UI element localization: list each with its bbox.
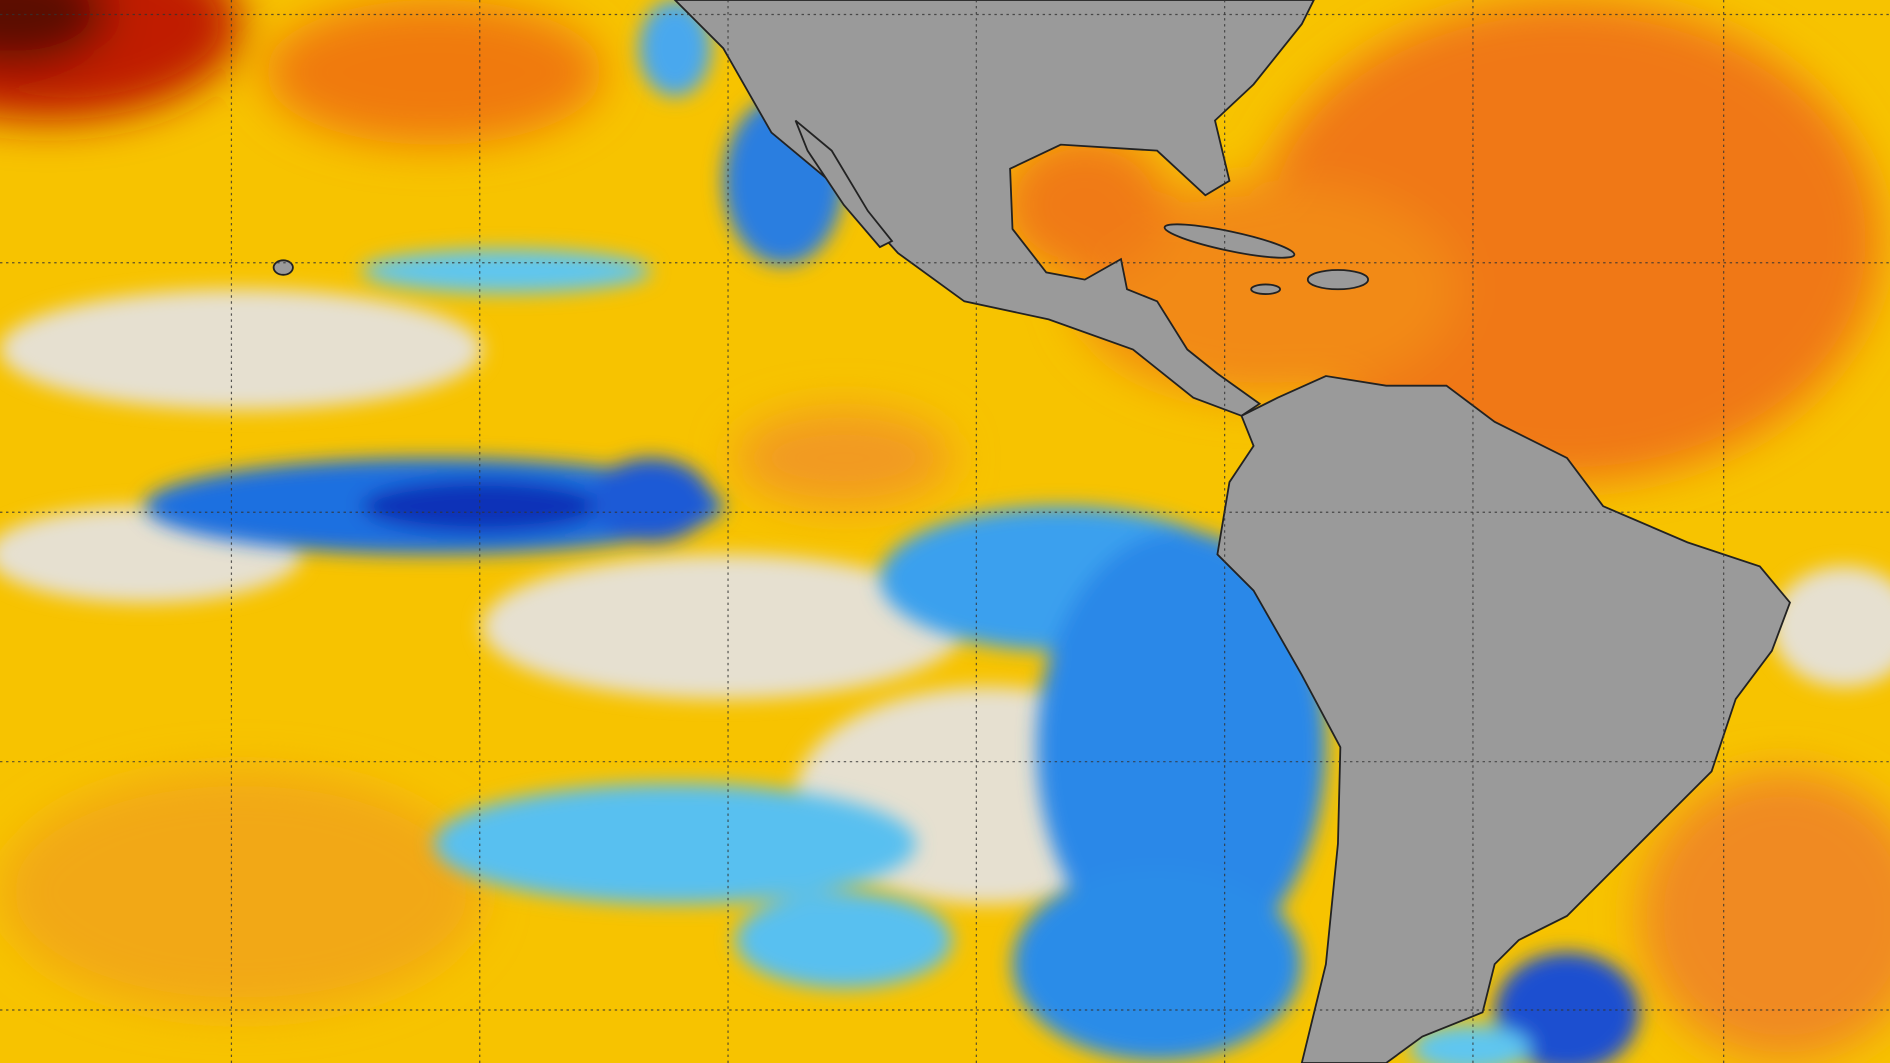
warm-patch [0,771,483,1013]
cool-patch [1012,867,1302,1061]
neutral-patch [482,554,965,700]
north-america [673,0,1315,417]
warm-patch [265,0,603,145]
cool-patch [638,0,712,97]
cool-patch [361,249,651,293]
hawaii [272,259,294,276]
neutral-patch [1771,566,1890,687]
cool-patch [735,891,953,989]
cool-patch [590,457,712,543]
cool-patch [1494,952,1640,1063]
south-america [1216,375,1791,1063]
cool-patch [1410,1024,1531,1063]
neutral-patch [0,289,483,410]
jamaica [1250,283,1281,295]
cuba [1163,223,1296,259]
warm-patch [0,0,109,67]
cool-patch [1036,530,1326,965]
hispaniola [1306,269,1369,291]
warm-patch [735,409,953,507]
cool-patch [361,479,603,533]
warm-patch [1639,771,1890,1061]
cool-patch [433,783,917,904]
land [272,0,1791,1063]
warm-patch [1000,132,1170,278]
baja-california [794,119,894,249]
